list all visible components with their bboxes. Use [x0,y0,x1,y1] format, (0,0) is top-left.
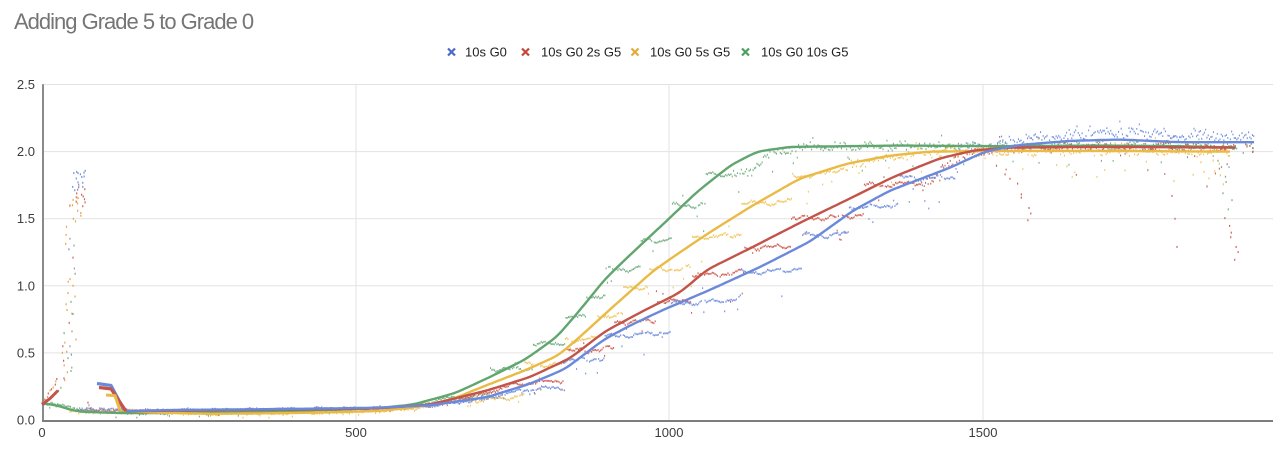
svg-text:1000: 1000 [655,425,684,440]
svg-text:1.0: 1.0 [17,278,35,293]
svg-text:1500: 1500 [969,425,998,440]
svg-text:2.0: 2.0 [17,144,35,159]
svg-text:10s G0: 10s G0 [465,45,507,60]
svg-text:1.5: 1.5 [17,211,35,226]
svg-text:10s G0 5s G5: 10s G0 5s G5 [650,45,730,60]
svg-text:10s G0 2s G5: 10s G0 2s G5 [541,45,621,60]
svg-text:10s G0 10s G5: 10s G0 10s G5 [761,45,848,60]
svg-text:0: 0 [38,425,45,440]
svg-text:0.0: 0.0 [17,413,35,428]
svg-text:Adding Grade 5 to Grade 0: Adding Grade 5 to Grade 0 [14,9,254,34]
svg-text:500: 500 [345,425,367,440]
svg-text:0.5: 0.5 [17,345,35,360]
svg-text:2.5: 2.5 [17,77,35,92]
